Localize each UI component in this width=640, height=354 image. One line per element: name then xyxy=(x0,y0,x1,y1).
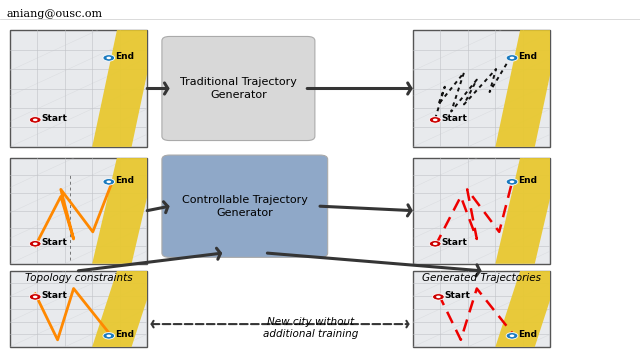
Bar xyxy=(413,30,550,147)
Bar xyxy=(413,30,550,147)
Polygon shape xyxy=(31,245,39,246)
Circle shape xyxy=(106,181,111,183)
Polygon shape xyxy=(105,183,113,184)
Text: End: End xyxy=(115,52,134,61)
Circle shape xyxy=(429,116,441,123)
Bar xyxy=(10,271,147,347)
Circle shape xyxy=(506,178,518,185)
Circle shape xyxy=(33,296,38,298)
Circle shape xyxy=(103,178,115,185)
Circle shape xyxy=(106,57,111,59)
Polygon shape xyxy=(508,59,516,61)
Bar xyxy=(413,271,550,347)
Polygon shape xyxy=(431,121,439,122)
Polygon shape xyxy=(435,298,442,299)
FancyBboxPatch shape xyxy=(162,155,328,257)
Bar xyxy=(10,271,147,347)
Circle shape xyxy=(506,332,518,339)
Circle shape xyxy=(433,242,438,245)
Text: Start: Start xyxy=(442,114,467,123)
Circle shape xyxy=(103,332,115,339)
Text: End: End xyxy=(115,176,134,185)
Circle shape xyxy=(33,242,38,245)
FancyBboxPatch shape xyxy=(162,36,315,141)
Polygon shape xyxy=(92,158,156,264)
Text: Topology constraints: Topology constraints xyxy=(24,273,132,282)
Text: End: End xyxy=(518,176,538,185)
Text: Controllable Trajectory
Generator: Controllable Trajectory Generator xyxy=(182,195,308,218)
Polygon shape xyxy=(495,158,559,264)
Text: End: End xyxy=(518,330,538,339)
Text: Generated Trajectories: Generated Trajectories xyxy=(422,273,541,282)
Circle shape xyxy=(436,296,441,298)
Polygon shape xyxy=(92,271,156,347)
Polygon shape xyxy=(508,337,516,338)
Text: Start: Start xyxy=(42,114,67,123)
Polygon shape xyxy=(31,298,39,299)
Polygon shape xyxy=(495,271,559,347)
Bar xyxy=(10,158,147,264)
Polygon shape xyxy=(431,245,439,246)
Circle shape xyxy=(509,181,515,183)
Bar xyxy=(413,158,550,264)
Circle shape xyxy=(506,55,518,61)
Circle shape xyxy=(429,240,441,247)
Circle shape xyxy=(33,119,38,121)
Text: Start: Start xyxy=(442,238,467,247)
Text: Start: Start xyxy=(42,238,67,247)
Bar xyxy=(413,158,550,264)
Circle shape xyxy=(509,335,515,337)
Text: Start: Start xyxy=(445,291,470,300)
Text: New city without
additional training: New city without additional training xyxy=(262,317,358,339)
Text: Traditional Trajectory
Generator: Traditional Trajectory Generator xyxy=(180,77,297,100)
Circle shape xyxy=(103,55,115,61)
Polygon shape xyxy=(105,337,113,338)
Polygon shape xyxy=(92,30,156,147)
Bar xyxy=(10,158,147,264)
Circle shape xyxy=(106,335,111,337)
Polygon shape xyxy=(105,59,113,61)
Bar xyxy=(413,271,550,347)
Text: Start: Start xyxy=(42,291,67,300)
Circle shape xyxy=(433,119,438,121)
Circle shape xyxy=(433,293,444,300)
Polygon shape xyxy=(31,121,39,122)
Circle shape xyxy=(29,240,41,247)
Polygon shape xyxy=(508,183,516,184)
Circle shape xyxy=(509,57,515,59)
Text: aniang@ousc.om: aniang@ousc.om xyxy=(6,9,102,19)
Bar xyxy=(10,30,147,147)
Circle shape xyxy=(29,116,41,123)
Bar xyxy=(10,30,147,147)
Polygon shape xyxy=(495,30,559,147)
Text: End: End xyxy=(115,330,134,339)
Circle shape xyxy=(29,293,41,300)
Text: End: End xyxy=(518,52,538,61)
